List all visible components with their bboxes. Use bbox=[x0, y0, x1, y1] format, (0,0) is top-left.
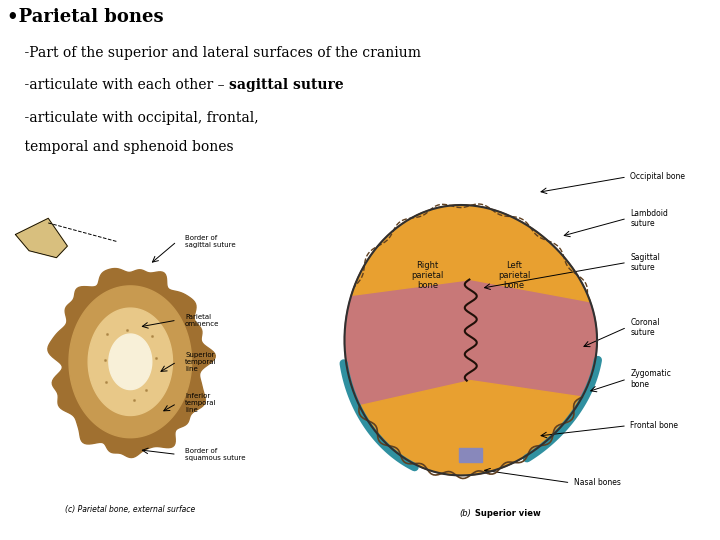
Text: (b): (b) bbox=[459, 509, 471, 518]
Text: (c) Parietal bone, external surface: (c) Parietal bone, external surface bbox=[66, 505, 195, 514]
Text: Border of
sagittal suture: Border of sagittal suture bbox=[185, 235, 235, 248]
Text: Coronal
suture: Coronal suture bbox=[630, 318, 660, 337]
Text: -Part of the superior and lateral surfaces of the cranium: -Part of the superior and lateral surfac… bbox=[7, 46, 421, 60]
Text: Left
parietal
bone: Left parietal bone bbox=[498, 261, 530, 291]
Text: -articulate with occipital, frontal,: -articulate with occipital, frontal, bbox=[7, 111, 258, 125]
Text: sagittal suture: sagittal suture bbox=[229, 78, 344, 92]
Polygon shape bbox=[15, 218, 68, 258]
Polygon shape bbox=[459, 448, 482, 462]
Text: •Parietal bones: •Parietal bones bbox=[7, 8, 164, 26]
Polygon shape bbox=[88, 308, 173, 415]
Text: Zygomatic
bone: Zygomatic bone bbox=[630, 369, 671, 389]
Text: Right
parietal
bone: Right parietal bone bbox=[411, 261, 444, 291]
Text: Frontal bone: Frontal bone bbox=[630, 421, 678, 430]
Text: Inferior
temporal
line: Inferior temporal line bbox=[185, 394, 217, 414]
Text: Parietal
ominence: Parietal ominence bbox=[185, 314, 220, 327]
Polygon shape bbox=[351, 205, 590, 302]
Polygon shape bbox=[344, 205, 597, 475]
Text: Occipital bone: Occipital bone bbox=[630, 172, 685, 181]
Text: -articulate with each other –: -articulate with each other – bbox=[7, 78, 229, 92]
Text: temporal and sphenoid bones: temporal and sphenoid bones bbox=[7, 140, 234, 154]
Polygon shape bbox=[359, 381, 582, 475]
Polygon shape bbox=[48, 268, 215, 457]
Polygon shape bbox=[109, 334, 152, 389]
Polygon shape bbox=[69, 286, 192, 438]
Text: Nasal bones: Nasal bones bbox=[574, 478, 621, 487]
Text: Sagittal
suture: Sagittal suture bbox=[630, 253, 660, 272]
Text: Border of
squamous suture: Border of squamous suture bbox=[185, 448, 246, 461]
Text: Superior
temporal
line: Superior temporal line bbox=[185, 352, 217, 372]
Text: Lambdoid
suture: Lambdoid suture bbox=[630, 208, 668, 228]
Text: Superior view: Superior view bbox=[472, 509, 541, 518]
